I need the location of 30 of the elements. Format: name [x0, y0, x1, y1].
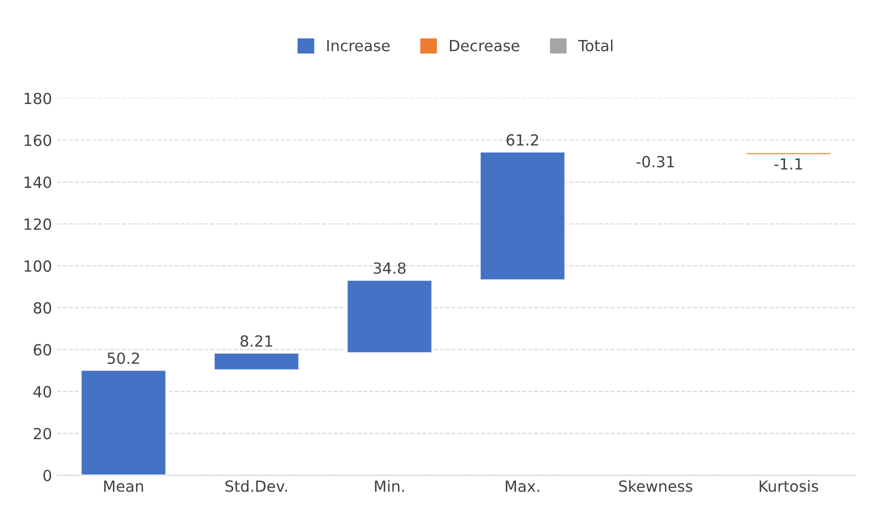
- data-label: -0.31: [636, 156, 674, 168]
- legend-label: Decrease: [450, 40, 520, 52]
- y-tick-label: 80: [34, 302, 52, 314]
- y-tick-label: 180: [24, 92, 52, 104]
- y-tick-label: 20: [34, 428, 52, 440]
- data-label: -1.1: [774, 158, 802, 170]
- x-tick-label: Mean: [104, 480, 144, 492]
- legend-label: Total: [578, 40, 612, 52]
- legend-label: Increase: [327, 40, 390, 52]
- y-tick-label: 0: [43, 470, 52, 482]
- data-label: 34.8: [374, 262, 406, 274]
- bar: [213, 352, 300, 371]
- y-tick-label: 120: [24, 218, 52, 230]
- data-label: 61.2: [506, 134, 538, 146]
- x-tick-label: Max.: [506, 480, 540, 492]
- y-tick-label: 100: [24, 260, 52, 272]
- data-label: 8.21: [240, 335, 272, 347]
- x-tick-label: Kurtosis: [760, 480, 818, 492]
- y-tick-label: 160: [24, 134, 52, 146]
- data-label: 50.2: [108, 352, 139, 364]
- bar: [479, 151, 566, 281]
- y-tick-label: 40: [33, 386, 52, 398]
- y-tick-label: 60: [34, 344, 52, 356]
- y-tick-label: 140: [24, 176, 52, 188]
- x-tick-label: Skewness: [619, 480, 692, 492]
- bar: [346, 279, 433, 354]
- bar: [80, 369, 167, 476]
- x-tick-label: Std.Dev.: [225, 480, 287, 492]
- bar: [745, 152, 832, 156]
- x-tick-label: Min.: [375, 480, 404, 492]
